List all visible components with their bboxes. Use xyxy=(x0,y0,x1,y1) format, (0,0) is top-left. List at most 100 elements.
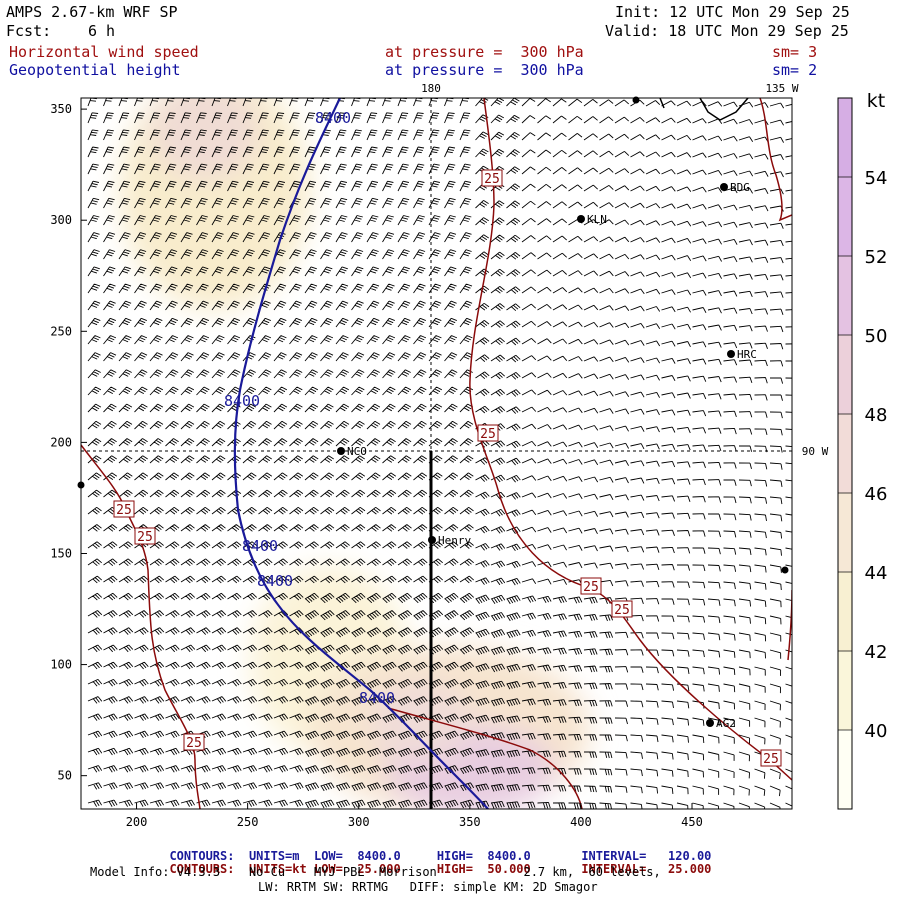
y-tick-label: 250 xyxy=(50,324,72,338)
footer-units: UNITS=m xyxy=(248,849,300,863)
forecast-label: Fcst: xyxy=(6,22,52,40)
colorbar-segment xyxy=(838,177,852,256)
y-tick-label: 300 xyxy=(50,213,72,227)
speed-contour-label: 25 xyxy=(137,530,153,545)
station-label: KLN xyxy=(587,213,607,226)
colorbar-segment xyxy=(838,493,852,572)
colorbar-frame xyxy=(837,97,853,810)
footer-interval-value: 25.000 xyxy=(668,862,712,876)
y-tick-label: 50 xyxy=(58,769,72,783)
speed-contour-label: 25 xyxy=(186,736,202,751)
footer-contours-label: CONTOURS: xyxy=(169,862,235,876)
field-1-name: Horizontal wind speed xyxy=(9,43,199,61)
x-tick-label: 250 xyxy=(237,815,259,829)
x-tick-label: 450 xyxy=(681,815,703,829)
speed-contour-label: 25 xyxy=(583,580,599,595)
footer-high-value: 50.000 xyxy=(487,862,531,876)
height-contour-label: 8400 xyxy=(224,392,260,410)
meridian-180-label: 180 xyxy=(421,82,441,95)
height-contour-label: 8400 xyxy=(257,572,293,590)
speed-contour-label: 25 xyxy=(480,427,496,442)
contour-labels: 8400 8400 8400 8400 8400 25 25 25 25 25 25 25 25 xyxy=(113,109,782,767)
colorbar-label: 42 xyxy=(865,642,888,663)
colorbar-label: 40 xyxy=(865,721,888,742)
height-contour-label: 8400 xyxy=(315,109,351,127)
colorbar-label: 54 xyxy=(865,168,888,189)
color-bar: 54 52 50 48 46 44 42 40 xyxy=(837,97,888,810)
footer-height-contours: CONTOURS: UNITS=m LOW= 8400.0 HIGH= 8400… xyxy=(155,838,711,862)
x-tick-label: 400 xyxy=(570,815,592,829)
station-marker xyxy=(337,447,345,455)
y-tick-label: 200 xyxy=(50,435,72,449)
footer-high-value: 8400.0 xyxy=(487,849,531,863)
colorbar-unit: kt xyxy=(867,90,885,112)
colorbar-segment xyxy=(838,651,852,730)
footer-units: UNITS=kt xyxy=(248,862,307,876)
station-marker xyxy=(720,183,728,191)
footer-low-label: LOW= xyxy=(313,862,343,876)
speed-contour-label-box xyxy=(580,577,602,595)
model-info: Model Info: V4.3.3 No Cu MYJ PBL Morriso… xyxy=(90,865,661,879)
coastline xyxy=(699,97,749,121)
forecast-hour: 6 h xyxy=(88,22,116,40)
colorbar-segment xyxy=(838,98,852,177)
init-time: Init: 12 UTC Mon 29 Sep 25 xyxy=(615,3,850,21)
speed-contour-label-box xyxy=(481,169,503,187)
field-2-name: Geopotential height xyxy=(9,61,181,79)
y-tick-label: 350 xyxy=(50,102,72,116)
footer-interval-label: INTERVAL= xyxy=(581,849,647,863)
speed-contour-label: 25 xyxy=(116,503,132,518)
speed-contour-label-box xyxy=(113,500,135,518)
colorbar-segment xyxy=(838,414,852,493)
field-1-level: at pressure = 300 hPa xyxy=(385,43,584,61)
meridian-135w-label: 135 W xyxy=(765,82,798,95)
colorbar-label: 52 xyxy=(865,247,888,268)
height-contour-label: 8400 xyxy=(359,689,395,707)
footer-interval-label: INTERVAL= xyxy=(581,862,647,876)
speed-contour-label-box xyxy=(760,749,782,767)
station-label: AG2 xyxy=(716,717,736,730)
station-marker xyxy=(781,566,789,574)
model-title: AMPS 2.67-km WRF SP xyxy=(6,3,178,21)
speed-contour-label-box xyxy=(183,733,205,751)
y-tick-label: 100 xyxy=(50,658,72,672)
footer-low-value: 8400.0 xyxy=(357,849,401,863)
field-2-level: at pressure = 300 hPa xyxy=(385,61,584,79)
footer-speed-contours: CONTOURS: UNITS=kt LOW= 25.000 HIGH= 50.… xyxy=(155,851,711,875)
axes: 200 250 300 350 400 450 350 300 250 200 150 100 50 xyxy=(50,102,703,829)
height-contour-label: 8400 xyxy=(242,537,278,555)
colorbar-segment xyxy=(838,335,852,414)
station-label: Henry xyxy=(438,534,471,547)
speed-contour-label: 25 xyxy=(763,752,779,767)
field-1-smoothing: sm= 3 xyxy=(772,43,818,61)
wind-speed-shading xyxy=(120,98,590,809)
colorbar-segment xyxy=(838,730,852,809)
footer-high-label: HIGH= xyxy=(436,849,473,863)
colorbar-segment xyxy=(838,256,852,335)
speed-contour-label: 25 xyxy=(484,172,500,187)
station-marker xyxy=(706,719,714,727)
colorbar-label: 46 xyxy=(865,484,888,505)
footer-low-label: LOW= xyxy=(313,849,343,863)
footer-interval-value: 120.00 xyxy=(668,849,712,863)
field-2-smoothing: sm= 2 xyxy=(772,61,818,79)
wind-barbs xyxy=(87,98,792,809)
colorbar-label: 48 xyxy=(865,405,888,426)
colorbar-label: 44 xyxy=(865,563,888,584)
plot-frame xyxy=(80,97,793,810)
colorbar-label: 50 xyxy=(865,326,888,347)
station-marker xyxy=(727,350,735,358)
meridian-90w-label: 90 W xyxy=(802,445,829,458)
footer-contours-label: CONTOURS: xyxy=(169,849,235,863)
footer-low-value: 25.000 xyxy=(357,862,401,876)
wind-barb-set xyxy=(87,98,792,809)
footer-high-label: HIGH= xyxy=(436,862,473,876)
speed-contour-label-box xyxy=(477,424,499,442)
model-info-physics: LW: RRTM SW: RRTMG DIFF: simple KM: 2D S… xyxy=(258,880,598,894)
colorbar-segment xyxy=(838,572,852,651)
y-tick-label: 150 xyxy=(50,546,72,560)
station-label: NCO xyxy=(347,445,367,458)
x-tick-label: 200 xyxy=(126,815,148,829)
height-contour xyxy=(233,98,489,809)
